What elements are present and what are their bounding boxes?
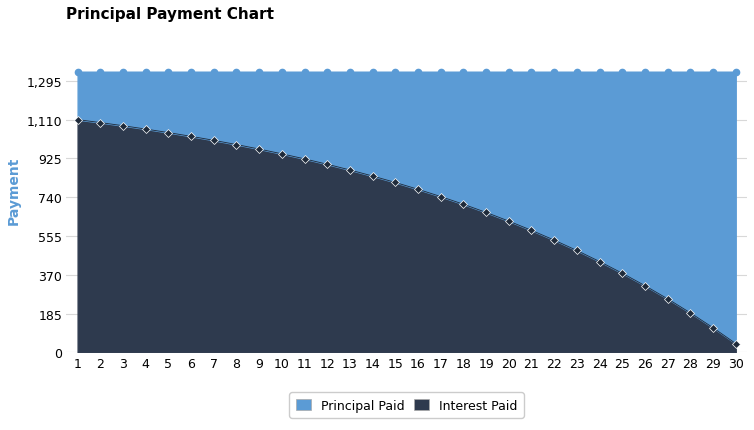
Text: Principal Payment Chart: Principal Payment Chart <box>66 7 274 22</box>
Legend: Principal Paid, Interest Paid: Principal Paid, Interest Paid <box>290 393 524 418</box>
Y-axis label: Payment: Payment <box>7 156 21 224</box>
